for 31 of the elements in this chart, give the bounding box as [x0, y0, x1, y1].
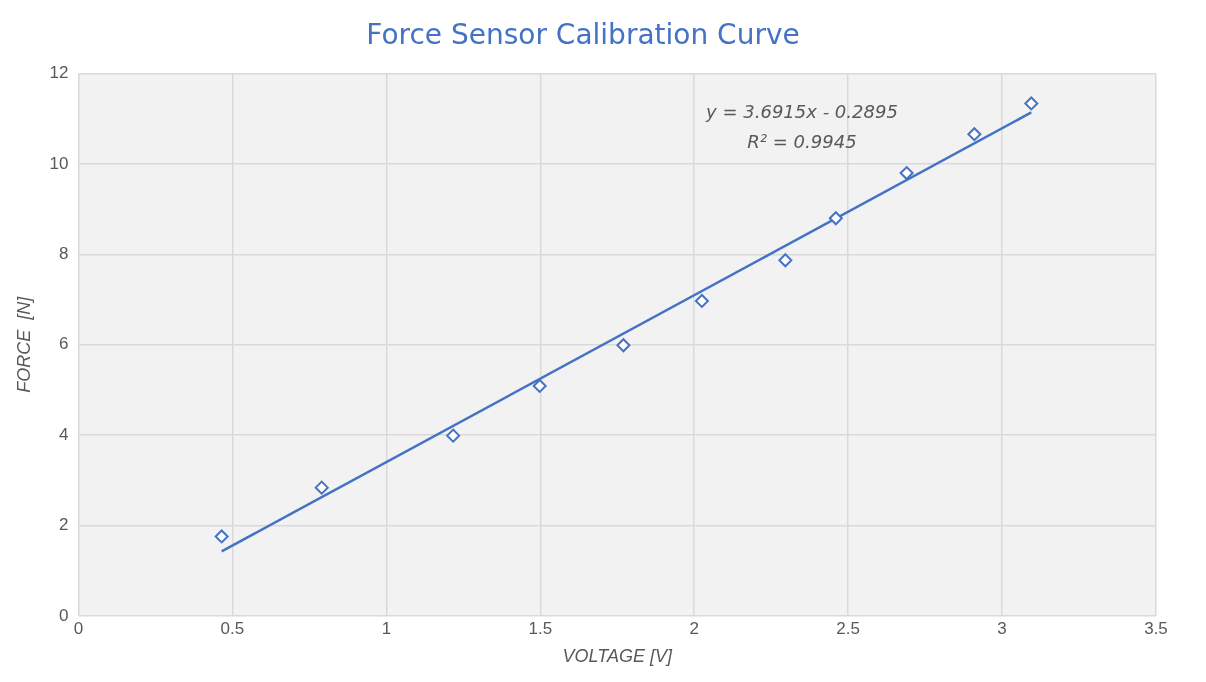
point — [1024, 96, 1039, 111]
point — [616, 338, 631, 353]
annotation: y = 3.6915x - 0.2895 — [705, 101, 898, 123]
x-tick-label: 3.5 — [1144, 618, 1168, 638]
y-tick-label: 4 — [59, 424, 69, 444]
point — [778, 253, 793, 268]
x-tick-label: 1 — [381, 618, 392, 638]
chart-title: Force Sensor Calibration Curve — [366, 18, 800, 52]
point — [828, 211, 843, 226]
y-tick-label: 6 — [59, 334, 69, 354]
point — [694, 293, 709, 308]
y-tick-label: 2 — [59, 515, 69, 535]
x-axis-title: VOLTAGE [V] — [562, 646, 673, 667]
point — [899, 166, 914, 181]
y-tick-label: 10 — [49, 153, 69, 173]
y-axis-title: FORCE [N] — [13, 295, 34, 393]
annotation: R² = 0.9945 — [747, 131, 857, 153]
x-tick-label: 0.5 — [220, 618, 245, 638]
x-tick-label: 3 — [997, 618, 1007, 638]
point — [446, 428, 461, 443]
x-tick-label: 0 — [73, 618, 84, 638]
x-tick-label: 2.5 — [836, 618, 860, 638]
x-tick-label: 2 — [689, 618, 699, 638]
point — [532, 378, 547, 393]
y-tick-label: 8 — [59, 244, 69, 264]
point — [314, 480, 329, 495]
x-tick-label: 1.5 — [528, 618, 553, 638]
point — [967, 127, 982, 142]
y-tick-label: 0 — [59, 605, 69, 625]
point — [214, 529, 229, 544]
y-tick-label: 12 — [49, 63, 69, 83]
